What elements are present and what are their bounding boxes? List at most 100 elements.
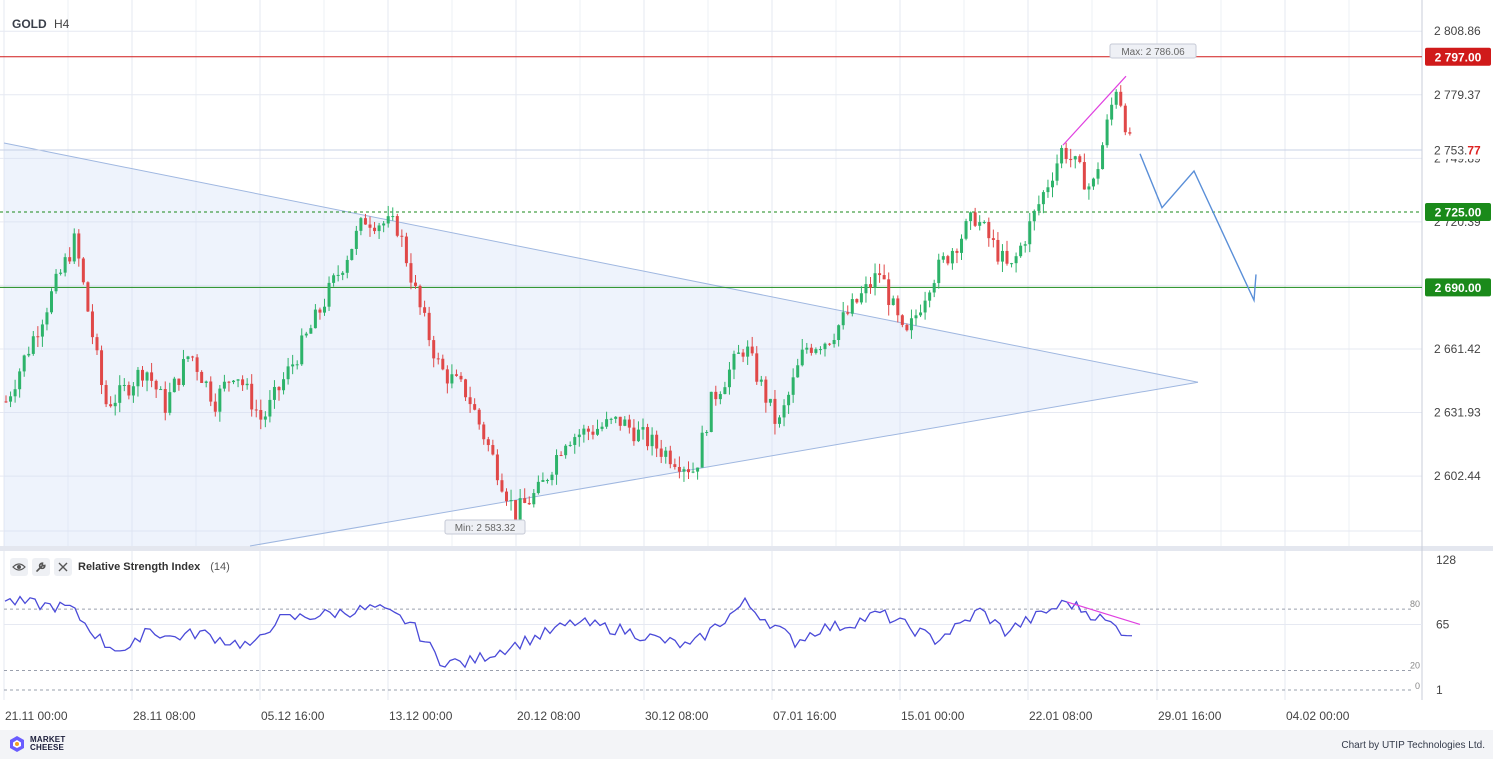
candle-bullish [1010,263,1014,265]
candle-bullish [1096,169,1100,179]
annotations: Max: 2 786.06 Min: 2 583.32 [444,43,1257,535]
candle-bearish [987,222,991,239]
candle-bearish [673,464,677,467]
candle-bullish [814,349,818,353]
candle-bearish [409,263,413,283]
candle-bullish [1101,145,1105,170]
candle-bullish [309,328,313,334]
candle-bullish [168,392,172,413]
candle-bearish [586,428,590,432]
candle-bearish [400,235,404,237]
candle-bearish [81,258,85,283]
candle-bullish [596,428,599,435]
current-price-label: 2 753.77 [1434,143,1481,157]
candle-bullish [1014,256,1018,264]
candle-bearish [432,340,436,359]
candle-bearish [991,238,995,240]
candle-bearish [177,378,181,385]
candle-bullish [919,312,923,316]
candle-bullish [327,282,331,307]
candle-bullish [323,306,326,313]
candle-bearish [491,445,495,455]
candle-bullish [391,216,395,218]
candle-bearish [100,350,104,386]
candle-bullish [705,432,709,434]
candle-bearish [1123,105,1127,133]
resistance-label-box [1425,47,1491,66]
candle-bullish [136,369,140,387]
current-price-main: 2 753. [1434,143,1467,157]
candle-bearish [646,427,650,447]
chart-credit: Chart by UTIP Technologies Ltd. [1341,740,1485,751]
candle-bearish [459,375,463,380]
candle-bullish [286,366,290,380]
time-tick: 13.12 00:00 [389,709,453,723]
brand-name-line1: MARKET [30,735,66,744]
candle-bullish [341,272,345,275]
candle-bullish [204,381,208,383]
candle-bullish [737,352,741,354]
price-tick: 2 779.37 [1434,88,1481,102]
time-tick: 07.01 16:00 [773,709,837,723]
rsi-level-tick: 0 [1415,681,1420,691]
candle-bullish [891,298,895,306]
candle-bullish [118,385,122,403]
candle-bearish [846,312,850,314]
candle-bearish [277,386,281,391]
candle-bearish [368,224,372,228]
candle-bearish [527,502,531,505]
candle-bullish [1051,180,1054,188]
candle-bearish [1078,156,1082,163]
candle-bullish [54,273,58,292]
candle-bearish [809,347,813,353]
candle-bullish [345,259,349,273]
candle-bullish [1055,163,1059,181]
candle-bearish [68,257,72,262]
candle-bearish [1082,162,1086,190]
candle-bearish [750,346,754,354]
candle-bullish [304,333,308,336]
candle-bullish [541,480,545,482]
candle-bullish [291,364,295,367]
price-tick: 2 631.93 [1434,406,1481,420]
rsi-title: Relative Strength Index [78,561,201,573]
time-tick: 29.01 16:00 [1158,709,1222,723]
candle-bearish [1064,147,1068,160]
candle-bearish [77,233,81,259]
candle-bullish [568,444,572,446]
candle-bullish [40,324,44,337]
candle-bullish [1060,147,1064,164]
close-icon[interactable] [54,558,72,576]
instrument-header: GOLD H4 [12,17,69,31]
candle-bullish [113,402,117,407]
rsi-level-tick: 80 [1410,599,1420,609]
candle-bearish [95,337,99,351]
current-price-box [1425,140,1491,159]
candle-bearish [1128,132,1132,134]
candle-bearish [687,469,690,473]
candle-bullish [923,300,927,313]
candle-bullish [236,379,240,381]
max-label-box [1109,43,1197,59]
candle-bullish [359,218,363,231]
candle-bullish [664,450,668,457]
candle-bullish [245,383,249,386]
candle-bullish [950,250,954,264]
candle-bullish [159,389,163,391]
candle-bullish [614,416,618,419]
min-label: Min: 2 583.32 [455,523,516,534]
brand-logo: MARKET CHEESE [8,735,65,753]
candle-bearish [764,379,768,403]
candle-bearish [195,357,199,372]
candle-bearish [4,401,8,403]
price-chart: Max: 2 786.06 Min: 2 583.32 2 808.86 2 779… [0,0,1493,723]
eye-icon[interactable] [10,558,28,576]
candle-bullish [122,384,126,386]
min-label-box [444,519,526,535]
candle-bullish [382,223,386,226]
candle-bullish [960,238,963,253]
wrench-icon[interactable] [32,558,50,576]
candle-bearish [104,385,108,405]
candle-bullish [864,284,868,294]
candle-bullish [232,380,235,383]
